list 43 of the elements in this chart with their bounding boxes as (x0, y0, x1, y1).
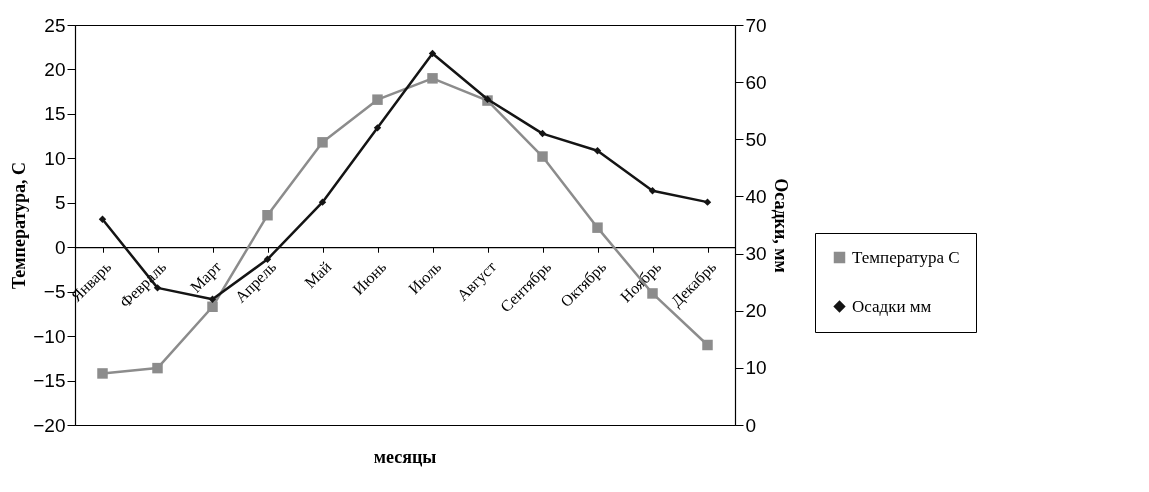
y-tick-label: 5 (54, 192, 66, 214)
y-tick-label: −10 (33, 325, 66, 347)
point (152, 362, 163, 374)
point (538, 129, 547, 138)
x-axis-title: месяцы (373, 447, 437, 467)
y2-tick-label: 60 (745, 71, 767, 93)
y-tick-label: 20 (44, 58, 66, 80)
point (648, 187, 657, 195)
point (372, 94, 383, 105)
y2-tick-label: 40 (745, 185, 767, 207)
y2-tick-label: 50 (745, 128, 767, 150)
y2-tick-label: 70 (745, 14, 767, 36)
point (207, 301, 218, 313)
y-tick-label: 25 (44, 14, 66, 36)
point (97, 368, 108, 379)
y-tick-label: −20 (33, 414, 66, 436)
point (317, 137, 328, 148)
point (373, 124, 382, 132)
point (263, 255, 272, 263)
y2-tick-label: 30 (745, 243, 767, 265)
point (703, 198, 712, 206)
point (428, 49, 437, 58)
y-tick-label: −5 (43, 281, 66, 303)
point (702, 339, 713, 351)
point (208, 295, 217, 303)
y2-tick-label: 20 (745, 300, 767, 322)
point (318, 198, 327, 206)
point (593, 147, 602, 155)
point (427, 73, 438, 84)
y2-tick-label: 0 (745, 414, 757, 436)
point (537, 151, 548, 162)
y2-tick-label: 10 (745, 357, 767, 379)
y-tick-label: 15 (44, 103, 66, 125)
y-axis-title: Температура, С (9, 161, 30, 290)
point (98, 215, 107, 223)
y-tick-label: −15 (33, 370, 66, 392)
legend-label: Температура С (852, 247, 960, 267)
point (592, 222, 603, 233)
y-tick-label: 0 (54, 236, 66, 258)
legend-label: Осадки мм (852, 296, 932, 316)
y-tick-label: 10 (44, 147, 66, 169)
y2-axis-title: Осадки, мм (770, 178, 791, 273)
point (262, 209, 273, 221)
